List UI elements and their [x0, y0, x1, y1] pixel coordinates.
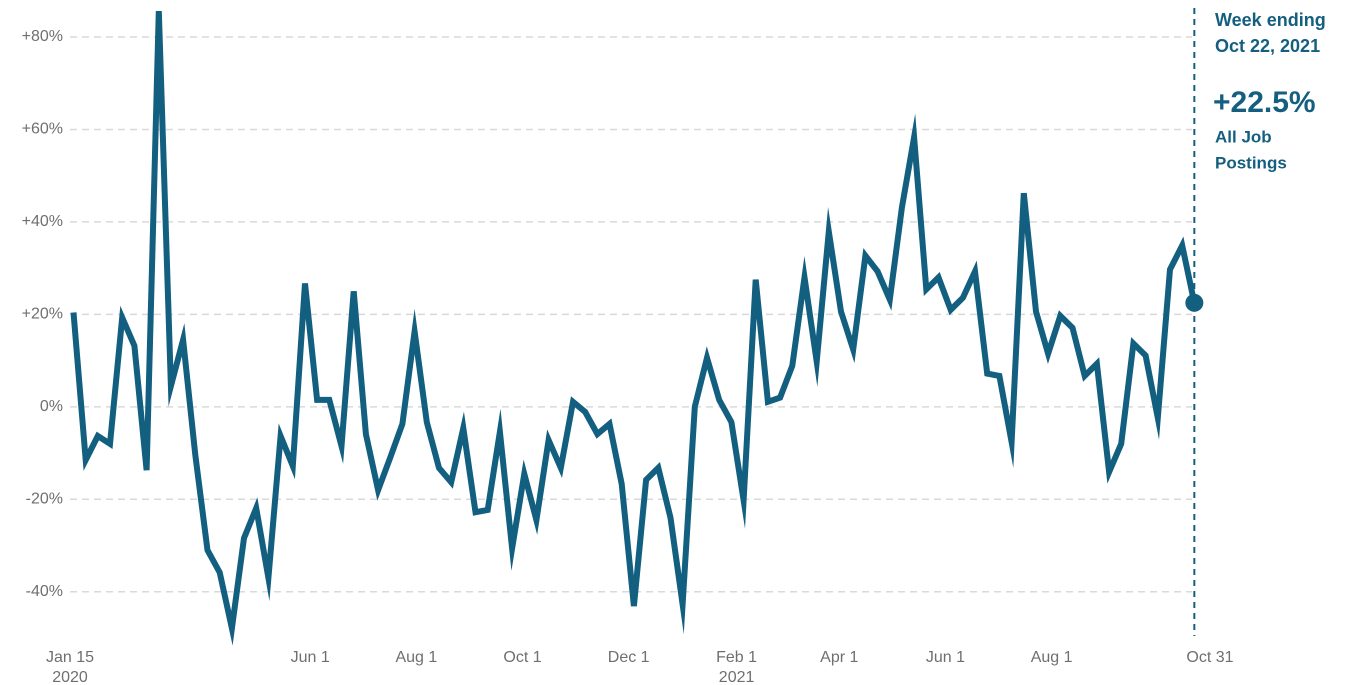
x-tick-label: Jan 15 — [46, 649, 94, 666]
y-tick-label: +40% — [22, 213, 63, 230]
annotation: Week ending Oct 22, 2021 +22.5% All Job … — [1213, 10, 1326, 173]
x-tick-label: Oct 1 — [503, 649, 541, 666]
annotation-marker — [1185, 293, 1204, 312]
annotation-label: Postings — [1215, 153, 1287, 172]
line — [70, 11, 1198, 646]
annotation-line: Oct 22, 2021 — [1215, 36, 1320, 56]
x-year-label: 2020 — [52, 669, 88, 685]
y-tick-label: 0% — [40, 398, 63, 415]
y-tick-label: -20% — [26, 491, 63, 508]
annotation-line: Week ending — [1215, 10, 1326, 30]
x-tick-label: Aug 1 — [1031, 649, 1073, 666]
annotation-value: +22.5% — [1213, 86, 1316, 119]
x-tick-label: Feb 1 — [716, 649, 757, 666]
x-tick-label: Jun 1 — [926, 649, 965, 666]
x-tick-label: Jun 1 — [291, 649, 330, 666]
x-tick-label: Dec 1 — [608, 649, 650, 666]
x-year-label: 2021 — [719, 669, 755, 685]
x-tick-label: Apr 1 — [820, 649, 858, 666]
y-tick-label: +20% — [22, 306, 63, 323]
x-tick-label: Oct 31 — [1186, 649, 1233, 666]
y-tick-label: +80% — [22, 28, 63, 45]
x-tick-label: Aug 1 — [395, 649, 437, 666]
y-tick-label: -40% — [26, 583, 63, 600]
y-tick-label: +60% — [22, 121, 63, 138]
annotation-label: All Job — [1215, 127, 1272, 146]
